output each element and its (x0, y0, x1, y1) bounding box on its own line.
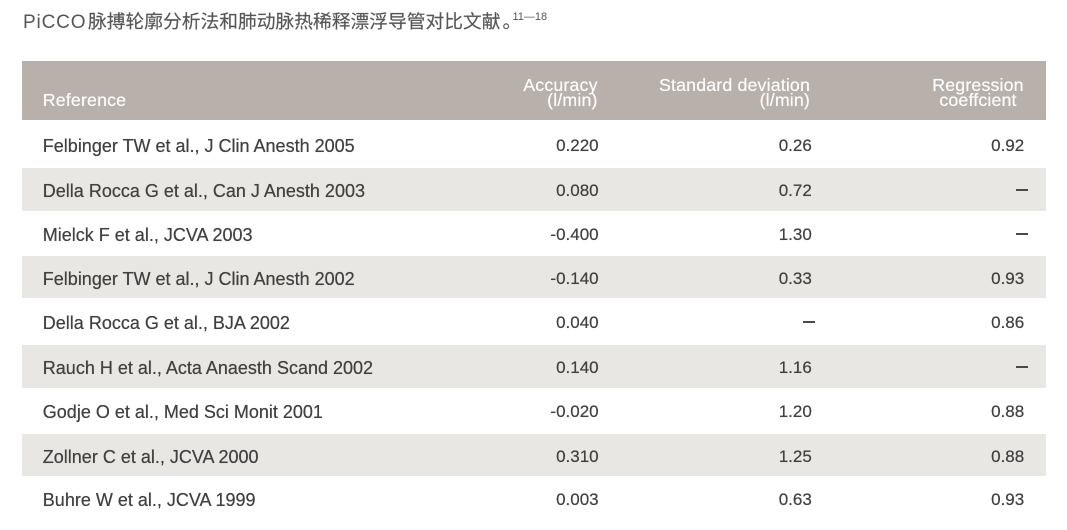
svg-text:11—18: 11—18 (513, 11, 548, 23)
svg-text:PiCCO: PiCCO (23, 12, 86, 33)
